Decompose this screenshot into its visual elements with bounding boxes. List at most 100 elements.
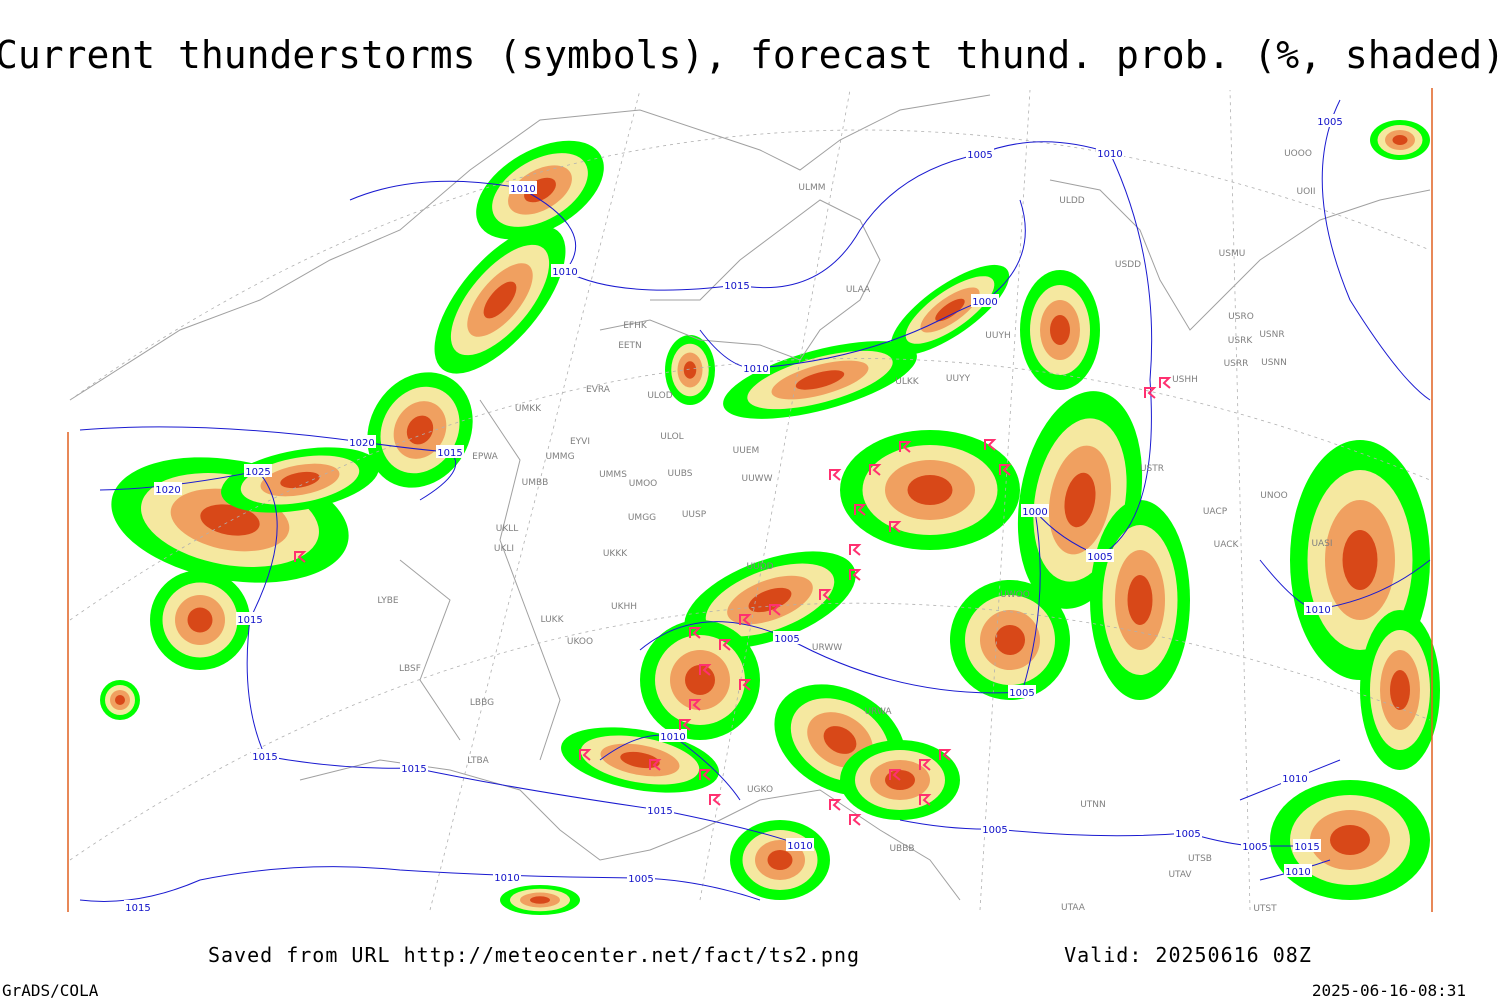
isobar-label: 1010: [1305, 605, 1330, 616]
isobar-label: 1005: [982, 825, 1007, 836]
isobar-label: 1005: [628, 874, 653, 885]
station-label: USTR: [1140, 464, 1164, 474]
station-label: UUYY: [946, 374, 971, 384]
station-label: UASI: [1311, 539, 1332, 549]
station-label: USDD: [1115, 260, 1141, 270]
shade-cell: [795, 370, 845, 390]
storm-symbol: [294, 551, 307, 563]
isobar-label: 1005: [1009, 688, 1034, 699]
isobar-label-bg: [1008, 685, 1036, 698]
station-label: UTAA: [1061, 903, 1086, 913]
coastline: [1049, 179, 1431, 331]
storm-symbol: [679, 719, 692, 731]
graticule-line: [69, 602, 1431, 861]
station-label: UMOO: [629, 479, 658, 489]
isobar-label-bg: [244, 464, 272, 477]
isobar-label-bg: [1304, 602, 1332, 615]
storm-symbol: [849, 569, 862, 581]
station-label: UMMS: [599, 470, 627, 480]
isobar-label: 1010: [787, 841, 812, 852]
storm-symbol: [999, 464, 1012, 476]
storm-symbol: [889, 769, 902, 781]
shade-cell: [767, 850, 793, 870]
timestamp: 2025-06-16-08:31: [1312, 981, 1466, 1000]
isobar-label-bg: [400, 761, 428, 774]
graticule-line: [429, 89, 641, 911]
station-label: UMKK: [515, 404, 542, 414]
isobar-label: 1020: [349, 438, 374, 449]
isobar-label-bg: [509, 181, 537, 194]
isobar-label: 1010: [1285, 867, 1310, 878]
shade-cell: [748, 587, 792, 613]
shade-cell: [1050, 315, 1070, 345]
coastline: [69, 94, 991, 401]
isobar-label: 1005: [1242, 842, 1267, 853]
station-label: UTAV: [1168, 870, 1192, 880]
station-label: UMMG: [545, 452, 574, 462]
coastline: [299, 759, 961, 901]
station-label: EETN: [618, 341, 642, 351]
shade-cell: [1330, 825, 1370, 855]
storm-symbol: [819, 589, 832, 601]
station-label: UACP: [1203, 507, 1228, 517]
isobar-label-bg: [742, 361, 770, 374]
graticule-line: [69, 129, 1431, 401]
station-label: USNN: [1261, 358, 1287, 368]
isobar-label: 1000: [972, 297, 997, 308]
station-label: ULKK: [895, 377, 920, 387]
isobar-label-bg: [348, 435, 376, 448]
isobar-label-bg: [1096, 146, 1124, 159]
storm-symbol: [649, 759, 662, 771]
shade-cell: [683, 361, 697, 379]
station-label: URWW: [812, 643, 842, 653]
isobar-label: 1005: [774, 634, 799, 645]
storm-symbol: [899, 441, 912, 453]
isobar-label-bg: [1241, 839, 1269, 852]
station-label: UKHH: [611, 602, 637, 612]
isobar-label: 1005: [1175, 829, 1200, 840]
isobar-label-bg: [236, 612, 264, 625]
station-label: LYBE: [377, 596, 398, 606]
isobar-label-bg: [551, 264, 579, 277]
isobar-label: 1015: [237, 615, 262, 626]
station-label: UUSP: [682, 510, 707, 520]
storm-symbol: [769, 604, 782, 616]
isobar-label-bg: [1316, 114, 1344, 127]
isobar-label-bg: [154, 482, 182, 495]
storm-symbol: [689, 699, 702, 711]
station-label: UUYH: [985, 331, 1010, 341]
shade-cell: [200, 504, 260, 536]
station-label: EPWA: [472, 452, 499, 462]
station-label: UUBS: [668, 469, 693, 479]
shade-cell: [406, 415, 434, 445]
isobar-label-bg: [646, 803, 674, 816]
valid-time: Valid: 20250616 08Z: [1064, 943, 1312, 967]
station-label: UKOO: [567, 637, 593, 647]
isobar-label-bg: [1021, 504, 1049, 517]
storm-symbol: [919, 759, 932, 771]
storm-symbol: [1159, 377, 1172, 389]
isobar-label: 1005: [1317, 117, 1342, 128]
isobar-label: 1010: [552, 267, 577, 278]
storm-symbol: [984, 439, 997, 451]
station-label: EYVI: [570, 437, 590, 447]
labels: 1010 1010 1015 1005 1010 1005 1000 1010 1020 1015…: [124, 114, 1344, 914]
station-label: LUKK: [541, 615, 565, 625]
storm-symbol: [699, 769, 712, 781]
shade-cell: [115, 695, 125, 705]
station-label: ULAA: [846, 285, 871, 295]
isobar-label-bg: [124, 900, 152, 913]
station-label: UOII: [1297, 187, 1316, 197]
station-label: URWA: [864, 707, 892, 717]
isobar-label-bg: [971, 294, 999, 307]
isobar-label-bg: [773, 631, 801, 644]
coastline: [599, 199, 881, 361]
storm-symbol: [849, 544, 862, 556]
graticule-line: [699, 89, 851, 901]
station-label: UTNN: [1080, 800, 1106, 810]
border: [479, 399, 561, 761]
isobar-label-bg: [493, 870, 521, 883]
storm-symbol: [689, 627, 702, 639]
station-label: UUEM: [733, 446, 760, 456]
